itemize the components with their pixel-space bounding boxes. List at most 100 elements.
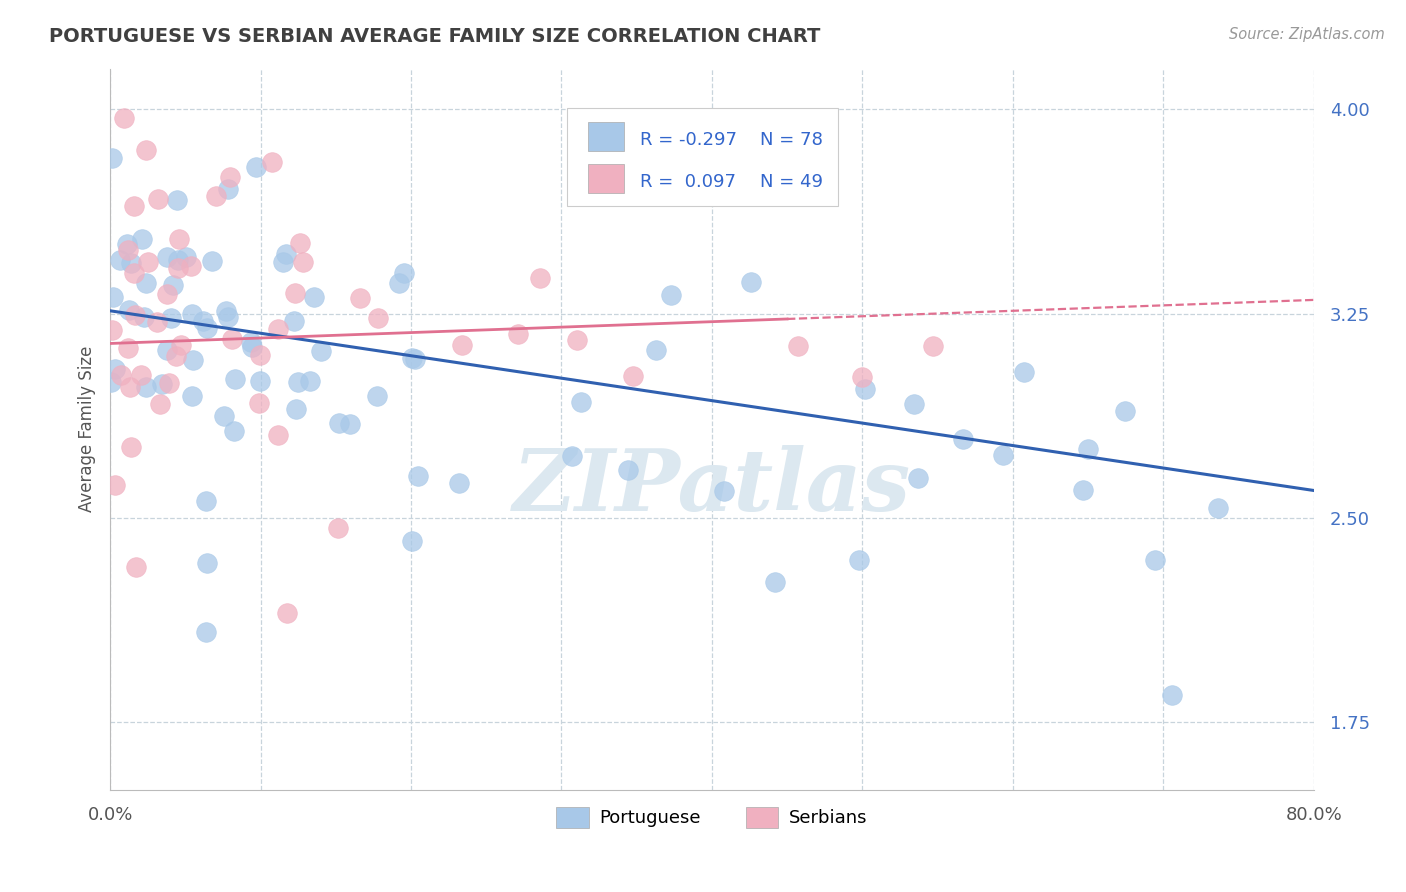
Point <box>204 189 226 203</box>
Point <box>302 290 325 304</box>
Point <box>101 323 124 337</box>
Text: R = -0.297: R = -0.297 <box>640 131 737 149</box>
Point <box>506 327 529 342</box>
Point <box>120 380 142 394</box>
Point <box>135 276 157 290</box>
Point <box>221 331 243 345</box>
Point <box>110 368 132 382</box>
Text: PORTUGUESE VS SERBIAN AVERAGE FAMILY SIZE CORRELATION CHART: PORTUGUESE VS SERBIAN AVERAGE FAMILY SIZ… <box>49 27 821 45</box>
Point <box>112 111 135 125</box>
Point <box>401 533 423 548</box>
Point <box>224 424 246 438</box>
Point <box>851 370 873 384</box>
Y-axis label: Average Family Size: Average Family Size <box>79 346 96 512</box>
Point <box>104 361 127 376</box>
Point <box>156 250 179 264</box>
Point <box>245 160 267 174</box>
Point <box>1114 404 1136 418</box>
Point <box>787 339 810 353</box>
Point <box>152 377 174 392</box>
Point <box>180 389 202 403</box>
Point <box>117 342 139 356</box>
Point <box>134 310 156 324</box>
Point <box>240 340 263 354</box>
Text: R =  0.097: R = 0.097 <box>640 173 735 191</box>
Point <box>311 344 333 359</box>
Point <box>181 307 204 321</box>
Point <box>212 409 235 423</box>
Point <box>645 343 668 357</box>
Point <box>367 310 389 325</box>
Point <box>117 302 139 317</box>
Point <box>195 556 218 570</box>
Point <box>165 350 187 364</box>
Point <box>388 276 411 290</box>
Point <box>101 290 124 304</box>
Text: ZIPatlas: ZIPatlas <box>513 445 911 529</box>
Point <box>249 374 271 388</box>
Bar <box>588 164 624 193</box>
Point <box>271 255 294 269</box>
Point <box>115 236 138 251</box>
Point <box>166 193 188 207</box>
Point <box>201 254 224 268</box>
Point <box>406 469 429 483</box>
Point <box>191 314 214 328</box>
Point <box>284 285 307 300</box>
Legend: Portuguese, Serbians: Portuguese, Serbians <box>548 800 875 835</box>
Point <box>1077 442 1099 456</box>
Point <box>156 343 179 357</box>
Point <box>117 244 139 258</box>
Point <box>529 271 551 285</box>
Point <box>449 475 471 490</box>
Point <box>740 275 762 289</box>
Point <box>853 382 876 396</box>
Point <box>215 304 238 318</box>
Point <box>1143 553 1166 567</box>
Point <box>262 155 284 169</box>
Point <box>120 440 142 454</box>
Point <box>907 470 929 484</box>
Point <box>136 254 159 268</box>
Point <box>339 417 361 432</box>
Point <box>157 376 180 390</box>
Point <box>180 259 202 273</box>
Point <box>276 246 298 260</box>
Point <box>104 477 127 491</box>
Point <box>952 433 974 447</box>
Point <box>129 368 152 382</box>
Point <box>267 322 290 336</box>
Point <box>224 372 246 386</box>
Bar <box>588 121 624 151</box>
Point <box>194 624 217 639</box>
Point <box>124 308 146 322</box>
Point <box>197 321 219 335</box>
Point <box>162 278 184 293</box>
Point <box>326 521 349 535</box>
Point <box>645 138 668 153</box>
Point <box>299 374 322 388</box>
Point <box>149 397 172 411</box>
Point <box>451 338 474 352</box>
Point <box>276 606 298 620</box>
Point <box>659 288 682 302</box>
Point <box>713 484 735 499</box>
Text: N = 49: N = 49 <box>761 173 823 191</box>
Point <box>160 310 183 325</box>
Point <box>284 401 307 416</box>
Point <box>903 397 925 411</box>
Point <box>366 388 388 402</box>
Point <box>401 351 423 365</box>
Point <box>623 368 645 383</box>
Point <box>167 261 190 276</box>
Point <box>181 352 204 367</box>
Point <box>267 428 290 442</box>
Point <box>135 143 157 157</box>
Point <box>122 199 145 213</box>
Point <box>565 333 588 347</box>
Point <box>120 256 142 270</box>
Point <box>922 339 945 353</box>
Point <box>349 291 371 305</box>
Point <box>217 310 239 324</box>
Point <box>249 347 271 361</box>
